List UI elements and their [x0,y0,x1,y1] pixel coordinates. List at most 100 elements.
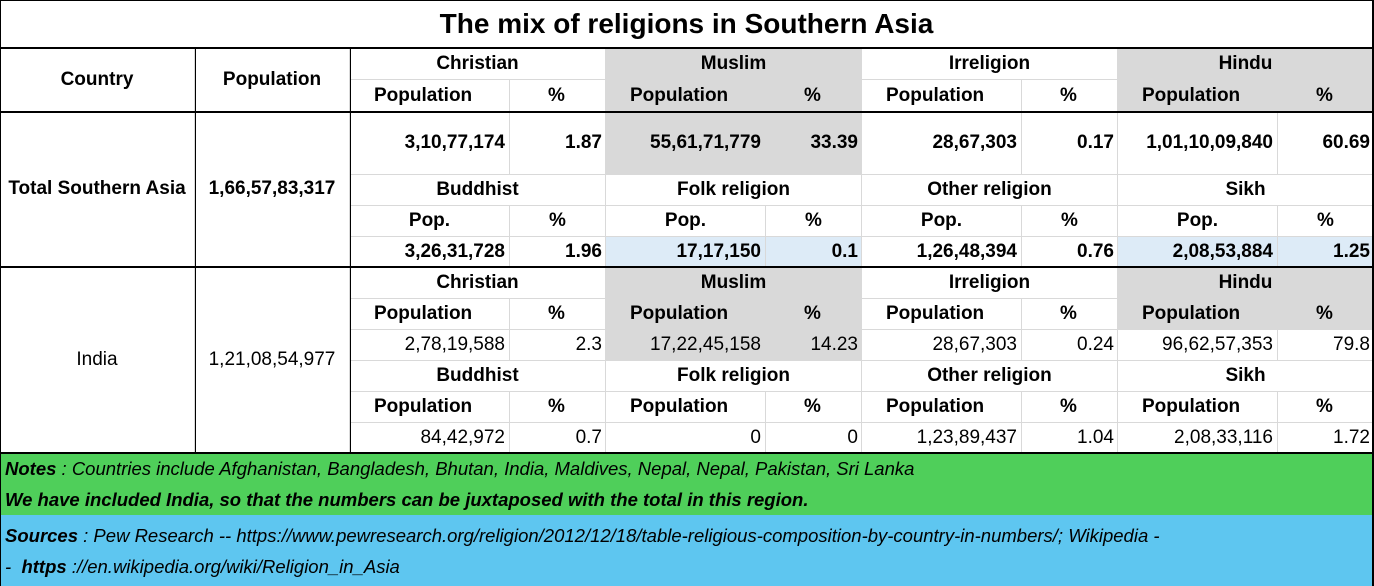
title: The mix of religions in Southern Asia [0,0,1374,48]
pct-label: % [766,299,862,330]
pop-value: 3,10,77,174 [350,112,510,175]
pop-label: Population [1118,80,1278,112]
religion-name: Buddhist [350,175,606,206]
notes: Notes : Countries include Afghanistan, B… [0,453,1374,515]
religion-name: Irreligion [862,267,1118,299]
country: Total Southern Asia [0,112,195,267]
pop-label: Population [1118,299,1278,330]
pct-label: % [1278,299,1374,330]
pop-value: 28,67,303 [862,330,1022,361]
pct-value: 1.04 [1022,423,1118,453]
country: India [0,267,195,453]
pct-value: 0.24 [1022,330,1118,361]
sources-text: : Pew Research -- https://www.pewresearc… [78,525,1160,546]
religion-name: Other religion [862,175,1118,206]
pop-value: 1,26,48,394 [862,237,1022,267]
pop-value: 96,62,57,353 [1118,330,1278,361]
pct-value: 1.96 [510,237,606,267]
rule [195,48,196,453]
pop-value: 17,17,150 [606,237,766,267]
religion-name: Muslim [606,267,862,299]
population: 1,21,08,54,977 [195,267,350,453]
religion-name: Hindu [1118,267,1374,299]
pop-label: Pop. [862,206,1022,237]
pct-label: % [1278,206,1374,237]
pct-label: % [510,392,606,423]
pop-label: Population [862,80,1022,112]
pct-label: % [766,392,862,423]
pct-label: % [1022,80,1118,112]
pop-label: Population [862,299,1022,330]
pop-value: 17,22,45,158 [606,330,766,361]
pct-label: % [1278,392,1374,423]
rule [0,47,1374,49]
pct-label: % [1022,206,1118,237]
header-population: Population [195,48,350,112]
pop-label: Population [606,299,766,330]
header-country: Country [0,48,195,112]
pct-label: % [510,206,606,237]
pop-label: Population [862,392,1022,423]
religion-name: Christian [350,48,606,80]
notes-line: We have included India, so that the numb… [5,484,1374,515]
pct-label: % [510,299,606,330]
notes-label: Notes [5,458,57,479]
rule [0,266,1374,268]
religion-name: Christian [350,267,606,299]
sources-line: Sources : Pew Research -- https://www.pe… [5,520,1374,551]
pct-label: % [1278,80,1374,112]
pct-value: 79.8 [1278,330,1374,361]
pct-value: 0 [766,423,862,453]
pct-value: 33.39 [766,112,862,175]
pop-label: Pop. [606,206,766,237]
notes-line2: We have included India, so that the numb… [5,489,809,510]
pop-value: 84,42,972 [350,423,510,453]
sources: Sources : Pew Research -- https://www.pe… [0,515,1374,586]
pct-value: 1.87 [510,112,606,175]
pct-value: 60.69 [1278,112,1374,175]
sources-label: Sources [5,525,79,546]
sources-line: - https ://en.wikipedia.org/wiki/Religio… [5,551,1374,582]
pop-value: 1,23,89,437 [862,423,1022,453]
pop-label: Population [1118,392,1278,423]
pct-value: 0.1 [766,237,862,267]
pct-label: % [766,206,862,237]
religion-name: Sikh [1118,175,1374,206]
pct-value: 14.23 [766,330,862,361]
rule [350,48,351,453]
pop-label: Population [350,392,510,423]
pop-value: 1,01,10,09,840 [1118,112,1278,175]
rule [0,0,1374,1]
rule [1372,0,1374,586]
notes-line: Notes : Countries include Afghanistan, B… [5,453,1374,484]
religion-name: Folk religion [606,361,862,392]
pop-value: 2,08,53,884 [1118,237,1278,267]
pct-value: 1.25 [1278,237,1374,267]
pop-label: Population [350,80,510,112]
rule [0,452,1374,454]
pct-label: % [1022,392,1118,423]
pop-value: 0 [606,423,766,453]
pct-value: 0.17 [1022,112,1118,175]
religion-name: Buddhist [350,361,606,392]
population: 1,66,57,83,317 [195,112,350,267]
pct-value: 0.7 [510,423,606,453]
notes-text: : Countries include Afghanistan, Banglad… [56,458,915,479]
pop-value: 28,67,303 [862,112,1022,175]
pop-label: Population [606,80,766,112]
rule [0,0,1,586]
pct-label: % [510,80,606,112]
religion-name: Folk religion [606,175,862,206]
sources-link: ://en.wikipedia.org/wiki/Religion_in_Asi… [66,556,400,577]
rule [0,111,1374,113]
pct-label: % [1022,299,1118,330]
religion-name: Muslim [606,48,862,80]
religion-name: Irreligion [862,48,1118,80]
religion-name: Sikh [1118,361,1374,392]
religion-name: Hindu [1118,48,1374,80]
religion-name: Other religion [862,361,1118,392]
pct-value: 2.3 [510,330,606,361]
pop-label: Population [606,392,766,423]
sources-link-bold: https [21,556,67,577]
